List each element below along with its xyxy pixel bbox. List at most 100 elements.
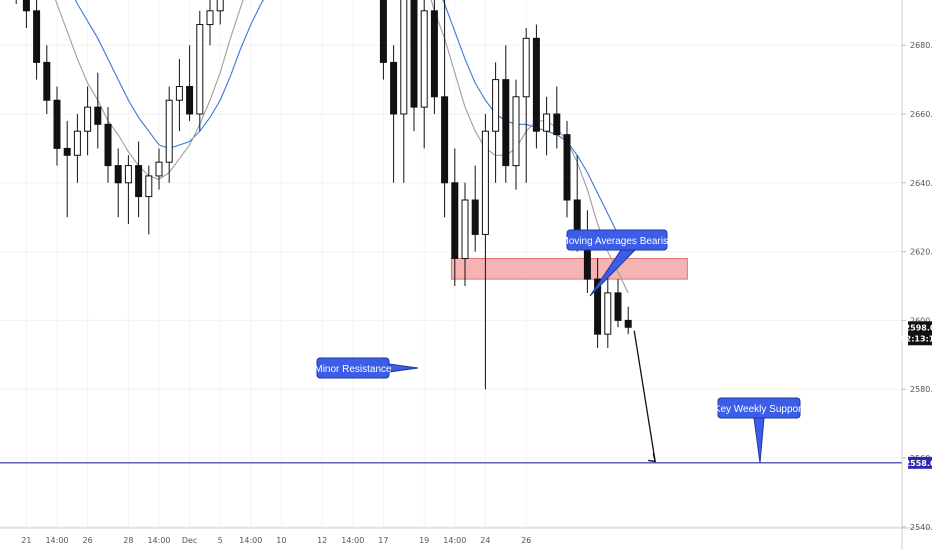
candle-body <box>155 161 163 177</box>
candle-body <box>43 61 51 101</box>
horizontal-lines <box>0 462 902 464</box>
candle <box>502 45 510 183</box>
x-tick-label: 17 <box>378 536 388 545</box>
x-tick-label: 12 <box>317 536 327 545</box>
candle-body <box>604 292 612 335</box>
candle <box>63 120 71 218</box>
y-tick-label: 2680.0 <box>910 41 932 50</box>
candle-body <box>532 37 540 132</box>
candle <box>145 165 153 235</box>
callout-text: Minor Resistance <box>314 364 392 375</box>
candle <box>53 86 61 166</box>
candle <box>400 0 408 183</box>
candle <box>104 107 112 183</box>
y-tick-label: 2640.0 <box>910 179 932 188</box>
candle-body <box>502 79 510 167</box>
x-tick-label: 26 <box>83 536 93 545</box>
candle-body <box>400 0 408 115</box>
candle-body <box>553 113 561 136</box>
candle <box>441 0 449 218</box>
candle-body <box>451 182 459 259</box>
candle-body <box>461 199 469 259</box>
x-tick-label: 14:00 <box>443 536 466 545</box>
candle <box>624 306 632 335</box>
candle <box>563 120 571 218</box>
x-tick-label: 19 <box>419 536 429 545</box>
y-tick-label: 2620.0 <box>910 248 932 257</box>
callout-box <box>566 229 668 251</box>
candle-body <box>175 85 183 101</box>
projection-arrows <box>633 330 657 463</box>
callouts: Moving Averages Bearish Minor Resistance K… <box>314 229 805 464</box>
x-axis[interactable]: 21 14:00 26 28 14:00 Dec 5 14:00 10 12 14:00 17 19 14… <box>21 536 531 545</box>
candle <box>114 148 122 218</box>
candle <box>543 96 551 156</box>
candle <box>471 165 479 252</box>
candle-body <box>441 96 449 184</box>
callout-text: Key Weekly Support <box>714 404 805 415</box>
candle-body <box>492 79 500 132</box>
candle <box>33 0 41 80</box>
candle-body <box>379 0 387 63</box>
current-price-label: 2598.0 <box>905 323 932 332</box>
x-tick-label: 14:00 <box>147 536 170 545</box>
x-tick-label: 14:00 <box>341 536 364 545</box>
candle-body <box>206 10 214 26</box>
candle-body <box>624 319 632 328</box>
x-tick-label: 14:00 <box>239 536 262 545</box>
y-tick-label: 2580.0 <box>910 385 932 394</box>
candle-body <box>614 292 622 321</box>
candle-body <box>135 165 143 198</box>
candle-body <box>390 61 398 115</box>
projection-arrow-line <box>633 330 656 462</box>
candle <box>451 148 459 286</box>
resistance-zone-layer <box>450 257 688 280</box>
candle <box>512 79 520 190</box>
candle-body <box>114 165 122 184</box>
candle-body <box>33 10 41 63</box>
candle-body <box>53 99 61 149</box>
x-tick-label: 10 <box>276 536 286 545</box>
price-tag <box>908 456 932 469</box>
y-tick-label: 2540.0 <box>910 523 932 532</box>
candle <box>492 62 500 183</box>
y-tick-label: 2660.0 <box>910 110 932 119</box>
callout-annotation[interactable]: Moving Averages Bearish <box>560 229 674 297</box>
price-tag-label: 2558.6 <box>905 459 932 468</box>
x-tick-label: 5 <box>218 536 223 545</box>
x-tick-label: 28 <box>123 536 133 545</box>
candle <box>84 86 92 156</box>
callout-box <box>316 357 390 379</box>
candle <box>553 86 561 149</box>
callout-text: Moving Averages Bearish <box>560 236 673 247</box>
candle-body <box>22 0 30 12</box>
price-tags: 2813.22736.92558.62598.002:13:19 <box>900 321 932 469</box>
candle-body <box>104 123 112 167</box>
candle-timer-label: 02:13:19 <box>900 334 932 343</box>
callout-annotation[interactable]: Minor Resistance <box>314 357 419 379</box>
candle <box>481 114 489 390</box>
candle-body <box>186 85 194 115</box>
candle <box>420 0 428 149</box>
candle <box>165 86 173 183</box>
candle-body <box>563 134 571 201</box>
candle-body <box>522 37 530 98</box>
candle <box>175 58 183 132</box>
candle <box>390 45 398 183</box>
candle-body <box>471 199 479 235</box>
moving-averages <box>54 0 629 294</box>
candle <box>594 258 602 348</box>
candle-body <box>165 99 173 163</box>
candle-body <box>124 165 132 184</box>
candle <box>206 0 214 46</box>
candle-body <box>543 113 551 132</box>
candle <box>604 272 612 348</box>
candle-body <box>573 199 581 235</box>
minor-resistance-zone <box>450 257 688 280</box>
candle-body <box>196 24 204 115</box>
callout-annotation[interactable]: Key Weekly Support <box>714 397 805 464</box>
candle <box>379 0 387 80</box>
candle <box>461 182 469 286</box>
candle <box>430 0 438 114</box>
